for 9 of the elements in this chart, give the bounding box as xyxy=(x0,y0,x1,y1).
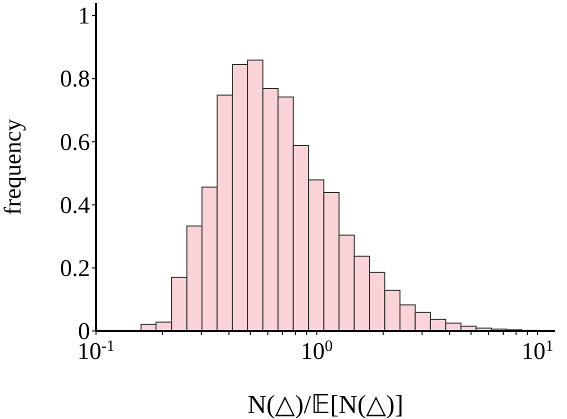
y-tick-label: 0.6 xyxy=(60,130,90,156)
y-tick-label: 0.4 xyxy=(60,192,90,219)
x-axis-title: N(△)/𝔼[N(△)] xyxy=(248,390,404,419)
y-axis-title: frequency xyxy=(0,119,27,215)
y-tick-label: 0.8 xyxy=(60,66,90,93)
y-tick-label: 1 xyxy=(78,4,90,30)
y-tick-label: 0.2 xyxy=(60,256,90,282)
x-tick-label: 10$^{1}$ xyxy=(522,338,554,365)
x-tick-label: 10$^{0}$ xyxy=(300,338,333,365)
